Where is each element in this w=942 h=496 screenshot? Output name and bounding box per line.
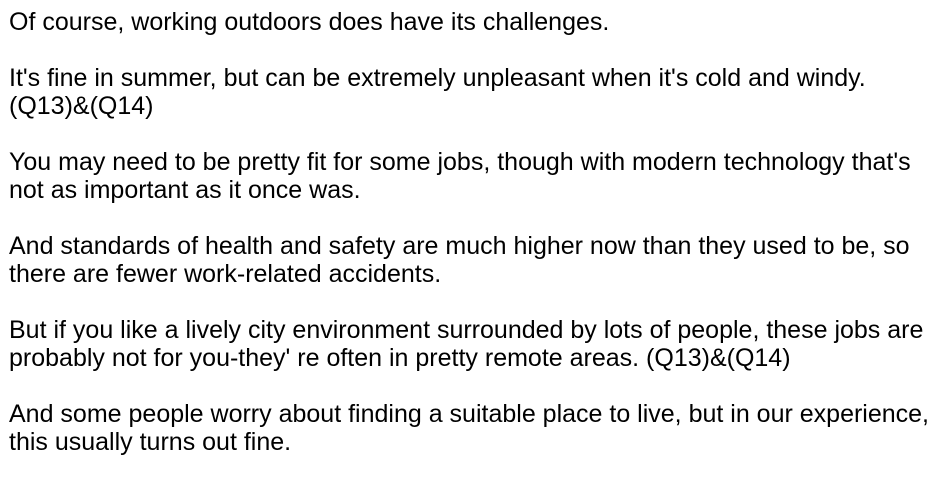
paragraph-fitness: You may need to be pretty fit for some j… — [9, 148, 911, 204]
paragraph-intro: Of course, working outdoors does have it… — [9, 8, 610, 36]
paragraph-remote-areas: But if you like a lively city environmen… — [9, 316, 924, 372]
document-body: Of course, working outdoors does have it… — [9, 8, 930, 456]
paragraph-accommodation: And some people worry about finding a su… — [9, 400, 930, 456]
paragraph-weather: It's fine in summer, but can be extremel… — [9, 64, 866, 120]
paragraph-safety: And standards of health and safety are m… — [9, 232, 910, 288]
